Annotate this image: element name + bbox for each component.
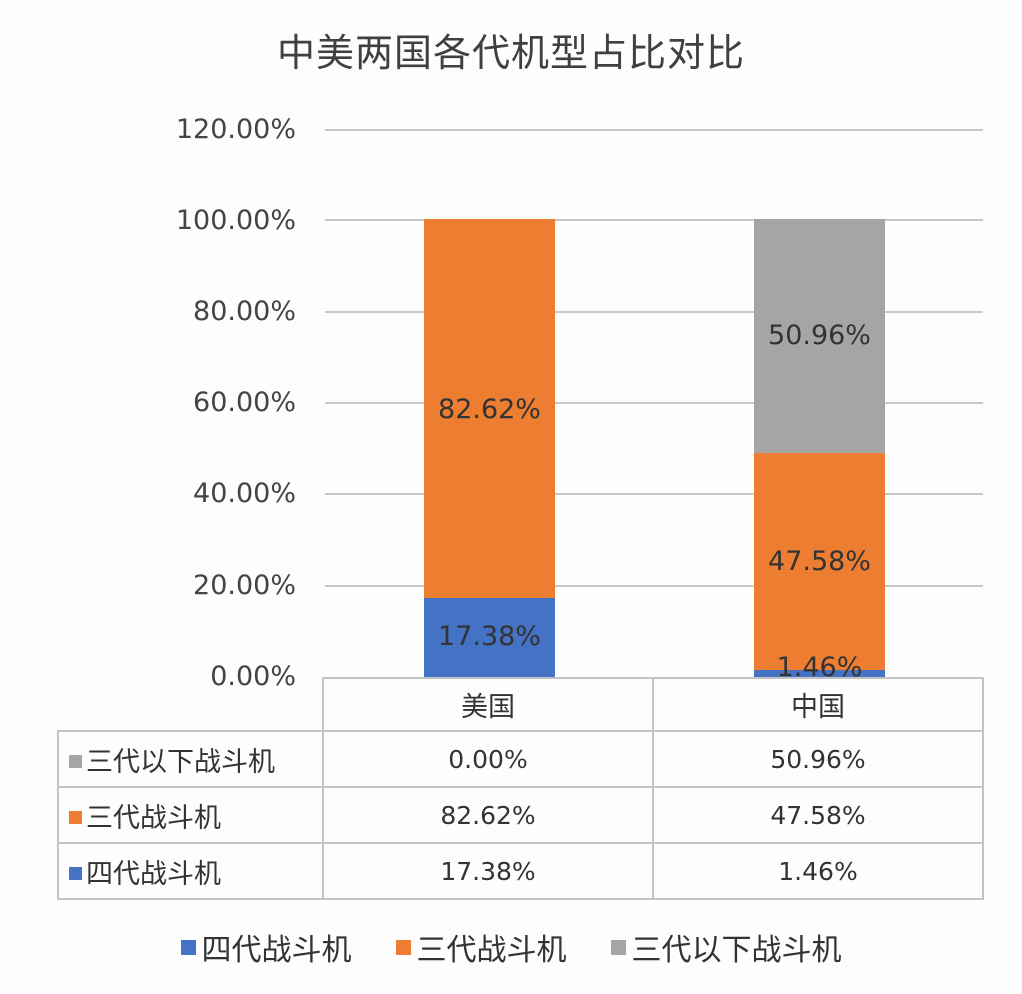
table-row: 三代以下战斗机 0.00% 50.96% <box>57 730 984 788</box>
table-cell: 17.38% <box>322 842 654 900</box>
gridline-80 <box>325 311 983 313</box>
table-corner <box>58 678 323 732</box>
y-tick-40: 40.00% <box>193 478 296 509</box>
table-row: 四代战斗机 17.38% 1.46% <box>57 842 984 900</box>
legend-label: 三代以下战斗机 <box>631 933 842 968</box>
bar-cn[interactable]: 50.96% 47.58% 1.46% <box>754 219 885 683</box>
bar-cn-fourth-gen[interactable] <box>754 670 885 677</box>
gridline-100 <box>325 219 983 221</box>
legend-label: 三代战斗机 <box>416 933 567 968</box>
blue-swatch-icon <box>180 939 196 955</box>
row-label-text: 三代以下战斗机 <box>86 746 275 778</box>
data-table: 美国 中国 三代以下战斗机 0.00% 50.96% 三代战斗机 82.62% … <box>57 677 984 900</box>
table-cell: 47.58% <box>652 786 984 844</box>
gray-swatch-icon <box>69 754 82 768</box>
gridline-120 <box>325 129 983 131</box>
row-label-text: 四代战斗机 <box>86 858 221 890</box>
label-cn-third-gen: 47.58% <box>768 546 871 577</box>
orange-swatch-icon <box>69 810 82 824</box>
legend-item-third-gen[interactable]: 三代战斗机 <box>395 925 567 969</box>
table-cell: 0.00% <box>322 730 654 788</box>
gridline-60 <box>325 402 983 404</box>
label-us-fourth-gen: 17.38% <box>438 621 541 652</box>
bar-us-fourth-gen[interactable] <box>424 598 555 677</box>
bar-cn-below-third-gen[interactable] <box>754 219 885 453</box>
chart-title: 中美两国各代机型占比对比 <box>276 31 745 75</box>
y-tick-100: 100.00% <box>175 205 296 236</box>
gridline-40 <box>325 493 983 495</box>
legend-label: 四代战斗机 <box>201 933 352 968</box>
y-tick-80: 80.00% <box>193 296 296 327</box>
table-row-label: 三代以下战斗机 <box>57 730 324 788</box>
orange-swatch-icon <box>395 939 411 955</box>
bar-us-third-gen[interactable] <box>424 219 555 598</box>
table-cell: 82.62% <box>322 786 654 844</box>
legend-item-below-third-gen[interactable]: 三代以下战斗机 <box>610 925 842 969</box>
y-tick-60: 60.00% <box>193 387 296 418</box>
table-cell: 50.96% <box>652 730 984 788</box>
table-row-label: 三代战斗机 <box>57 786 324 844</box>
y-tick-20: 20.00% <box>193 570 296 601</box>
y-tick-120: 120.00% <box>175 114 296 145</box>
table-row: 三代战斗机 82.62% 47.58% <box>57 786 984 844</box>
bar-us[interactable]: 82.62% 17.38% <box>424 219 555 677</box>
gridline-20 <box>325 585 983 587</box>
blue-swatch-icon <box>69 866 82 880</box>
label-cn-below-third-gen: 50.96% <box>768 320 871 351</box>
table-header-us: 美国 <box>322 677 654 732</box>
table-header-row: 美国 中国 <box>58 677 984 732</box>
legend: 四代战斗机 三代战斗机 三代以下战斗机 <box>0 925 1022 969</box>
bar-cn-third-gen[interactable] <box>754 453 885 670</box>
table-row-label: 四代战斗机 <box>57 842 324 900</box>
row-label-text: 三代战斗机 <box>86 802 221 834</box>
table-header-cn: 中国 <box>652 677 984 732</box>
label-us-third-gen: 82.62% <box>438 394 541 425</box>
legend-item-fourth-gen[interactable]: 四代战斗机 <box>180 925 352 969</box>
gray-swatch-icon <box>610 939 626 955</box>
table-cell: 1.46% <box>652 842 984 900</box>
